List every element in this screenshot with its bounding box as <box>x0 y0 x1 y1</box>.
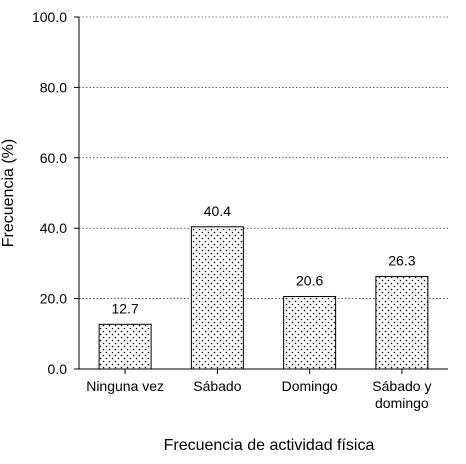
y-tick-label: 60.0 <box>40 150 67 166</box>
y-tick-label: 20.0 <box>40 291 67 307</box>
y-tick-label: 0.0 <box>48 361 68 377</box>
x-category-label: Sábado y domingo <box>372 378 431 411</box>
x-category-label: Ninguna vez <box>86 378 164 394</box>
x-category-label: Sábado <box>193 378 241 394</box>
data-label: 20.6 <box>296 272 323 288</box>
bar <box>98 323 152 370</box>
bar <box>190 226 244 370</box>
data-labels: 12.7 40.4 20.6 26.3 <box>112 203 416 317</box>
data-label: 26.3 <box>388 252 415 268</box>
y-axis-title: Frecuencia (%) <box>0 139 17 247</box>
data-label: 40.4 <box>204 203 231 219</box>
y-tick-label: 100.0 <box>32 9 67 25</box>
bars <box>98 226 429 370</box>
y-tick-label: 80.0 <box>40 79 67 95</box>
axes <box>78 17 448 370</box>
bar <box>283 295 337 370</box>
bar <box>375 275 429 370</box>
y-ticks: 0.0 20.0 40.0 60.0 80.0 100.0 <box>32 9 79 377</box>
x-axis-title: Frecuencia de actividad física <box>164 437 375 454</box>
x-category-labels: Ninguna vez Sábado Domingo Sábado y domingo <box>86 369 431 411</box>
y-tick-label: 40.0 <box>40 220 67 236</box>
data-label: 12.7 <box>112 300 139 316</box>
x-category-label: Domingo <box>282 378 338 394</box>
